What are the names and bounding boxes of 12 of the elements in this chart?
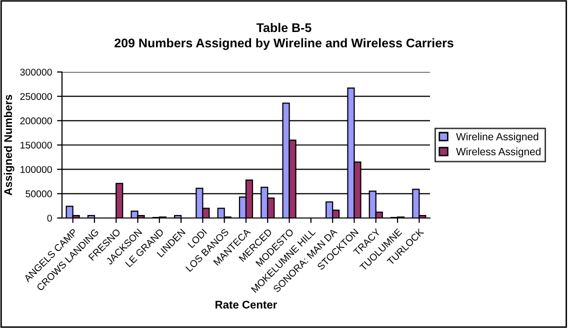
y-tick-label: 200000: [20, 117, 52, 124]
y-tick-label: 250000: [20, 93, 52, 100]
y-tick-label: 150000: [20, 142, 52, 149]
y-axis-title: Assigned Numbers: [4, 94, 14, 196]
x-axis-title: Rate Center: [216, 300, 278, 309]
y-tick-label: 100000: [20, 166, 52, 173]
chart-title: Table B-5 209 Numbers Assigned by Wireline and Wireless Carriers: [114, 22, 454, 50]
y-tick-label: 0: [47, 214, 52, 222]
y-tick-label: 50000: [26, 190, 52, 198]
y-tick-label: 300000: [20, 68, 52, 76]
legend-label: Wireless Assigned: [456, 148, 540, 158]
legend-label: Wireline Assigned: [456, 132, 538, 142]
